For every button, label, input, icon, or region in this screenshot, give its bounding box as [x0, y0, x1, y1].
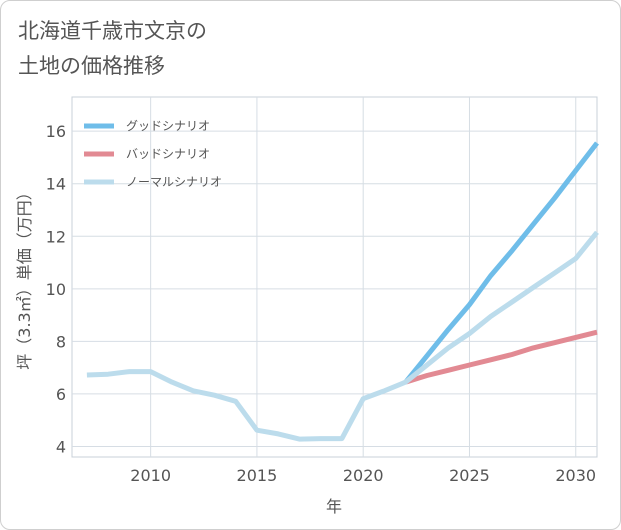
x-tick-2020: 2020 — [343, 466, 384, 485]
series-line-2 — [404, 329, 598, 385]
x-tick-2010: 2010 — [130, 466, 171, 485]
y-axis-title: 坪（3.3㎡）単価（万円） — [15, 184, 34, 369]
tick-labels: 2010 2015 2020 2025 2030 4 6 8 10 12 14 16 — [46, 122, 596, 485]
y-tick-10: 10 — [46, 280, 66, 299]
x-tick-2030: 2030 — [555, 466, 596, 485]
legend-label-1: グッドシナリオ — [126, 119, 210, 133]
series-lines — [86, 141, 599, 442]
x-tick-2025: 2025 — [449, 466, 490, 485]
chart-title-line-1: 北海道千歳市文京の — [18, 19, 207, 43]
chart-title: 北海道千歳市文京の 土地の価格推移 — [18, 14, 207, 84]
chart-title-line-2: 土地の価格推移 — [18, 54, 165, 78]
x-tick-2015: 2015 — [237, 466, 278, 485]
y-tick-4: 4 — [56, 437, 66, 456]
y-tick-6: 6 — [56, 385, 66, 404]
y-tick-14: 14 — [46, 175, 66, 194]
y-tick-12: 12 — [46, 227, 66, 246]
series-line-3 — [86, 230, 599, 442]
plot-area — [71, 96, 598, 458]
legend-label-3: ノーマルシナリオ — [126, 175, 222, 189]
x-axis-title: 年 — [326, 497, 342, 516]
y-tick-8: 8 — [56, 332, 66, 351]
series-line-1 — [403, 141, 599, 384]
y-tick-16: 16 — [46, 122, 66, 141]
legend-label-2: バッドシナリオ — [126, 147, 210, 161]
